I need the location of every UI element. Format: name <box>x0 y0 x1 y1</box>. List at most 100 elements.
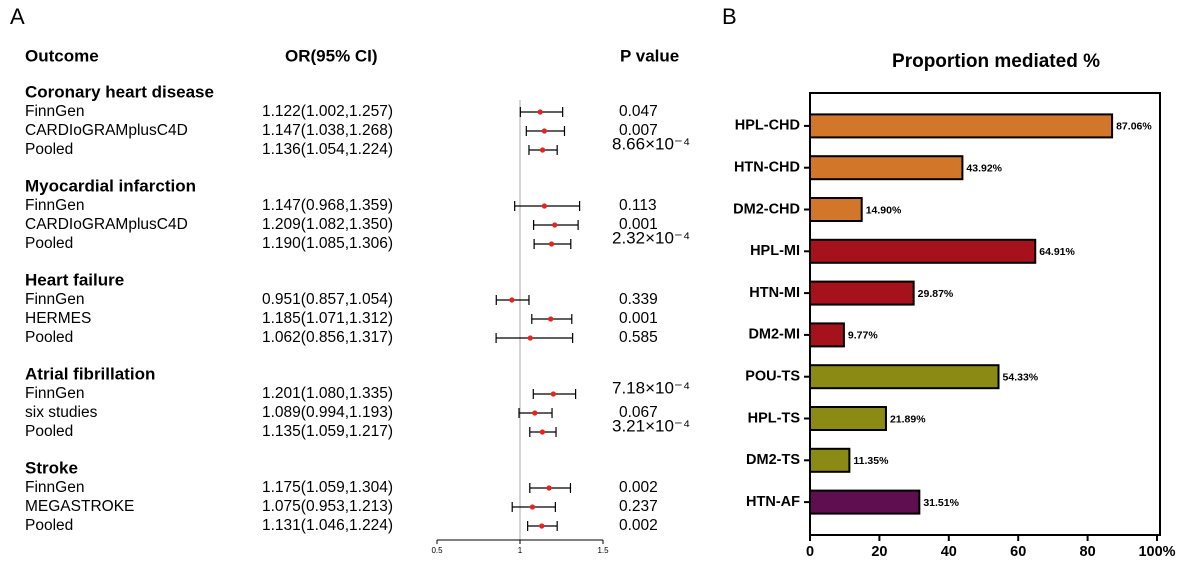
row-label: Pooled <box>25 423 73 440</box>
group-title: Atrial fibrillation <box>25 364 155 383</box>
x-tick-label: 60 <box>1010 544 1026 560</box>
point-estimate <box>552 222 558 228</box>
x-tick-label: 100% <box>1138 544 1175 560</box>
row-label: FinnGen <box>25 479 84 496</box>
x-tick-label: 40 <box>941 544 957 560</box>
estimate-label: 1.136(1.054,1.224) <box>262 141 393 158</box>
bar <box>809 364 1000 390</box>
value-label: 14.90% <box>866 204 902 216</box>
estimate-label: 0.951(0.857,1.054) <box>262 291 393 308</box>
point-estimate <box>548 241 555 247</box>
column-header: OR(95% CI) <box>285 46 378 65</box>
category-label: HPL-CHD <box>735 118 800 134</box>
p-value: 0.585 <box>619 329 658 346</box>
p-value: 0.047 <box>619 103 658 120</box>
estimate-label: 1.135(1.059,1.217) <box>262 423 393 440</box>
value-label: 54.33% <box>1003 371 1039 383</box>
point-estimate <box>539 523 545 529</box>
p-value: 0.001 <box>619 310 658 327</box>
point-estimate <box>537 109 543 115</box>
point-estimate <box>532 410 538 416</box>
bar <box>809 113 1114 139</box>
row-label: FinnGen <box>25 197 84 214</box>
row-label: HERMES <box>25 310 91 327</box>
point-estimate <box>548 316 554 322</box>
p-value: 0.113 <box>619 197 657 214</box>
category-label: DM2-TS <box>746 452 800 468</box>
point-estimate <box>546 485 552 491</box>
estimate-label: 1.175(1.059,1.304) <box>262 479 393 496</box>
point-estimate <box>529 504 536 510</box>
x-tick-label: 0.5 <box>431 546 443 555</box>
point-estimate <box>539 429 546 435</box>
p-value: 0.002 <box>619 517 658 534</box>
p-value: 0.002 <box>619 479 658 496</box>
category-label: DM2-CHD <box>733 201 800 217</box>
point-estimate <box>541 203 548 209</box>
point-estimate <box>527 335 533 341</box>
panel-label: A <box>10 4 25 29</box>
category-label: HTN-AF <box>746 494 800 510</box>
row-label: FinnGen <box>25 103 84 120</box>
category-label: HTN-CHD <box>734 160 800 176</box>
value-label: 9.77% <box>848 330 878 342</box>
bar <box>809 280 915 306</box>
bar <box>809 406 887 431</box>
p-value: 0.067 <box>619 404 658 421</box>
value-label: 31.51% <box>923 497 959 509</box>
bar <box>809 447 851 473</box>
row-label: six studies <box>25 404 98 421</box>
category-label: HPL-MI <box>750 243 800 259</box>
column-header: P value <box>620 46 679 65</box>
estimate-label: 1.089(0.994,1.193) <box>262 404 393 421</box>
p-value: 0.001 <box>619 216 658 233</box>
category-label: HTN-MI <box>749 285 800 301</box>
row-label: Pooled <box>25 141 73 158</box>
p-value: 7.18×10⁻⁴ <box>612 378 690 397</box>
bar <box>809 197 863 222</box>
row-label: Pooled <box>25 329 73 346</box>
panel-label: B <box>722 4 737 29</box>
group-title: Myocardial infarction <box>25 176 196 195</box>
p-value: 0.007 <box>619 122 658 139</box>
estimate-label: 1.147(0.968,1.359) <box>262 197 393 214</box>
p-value: 3.21×10⁻⁴ <box>612 416 690 435</box>
group-title: Stroke <box>25 458 78 477</box>
row-label: Pooled <box>25 235 73 252</box>
value-label: 87.06% <box>1116 121 1152 133</box>
estimate-label: 1.190(1.085,1.306) <box>262 235 393 252</box>
group-title: Coronary heart disease <box>25 82 214 101</box>
p-value: 2.32×10⁻⁴ <box>612 228 690 247</box>
estimate-label: 1.201(1.080,1.335) <box>262 385 393 402</box>
bar <box>809 238 1037 264</box>
row-label: FinnGen <box>25 291 84 308</box>
value-label: 64.91% <box>1039 246 1075 258</box>
row-label: MEGASTROKE <box>25 498 134 515</box>
value-label: 11.35% <box>853 455 889 467</box>
group-title: Heart failure <box>25 270 124 289</box>
point-estimate <box>509 297 515 303</box>
bar <box>809 322 845 348</box>
estimate-label: 1.062(0.856,1.317) <box>262 329 393 346</box>
category-label: DM2-MI <box>748 327 800 343</box>
x-tick-label: 20 <box>871 544 887 560</box>
estimate-label: 1.131(1.046,1.224) <box>262 517 393 534</box>
bar <box>809 155 964 181</box>
point-estimate <box>539 147 546 153</box>
estimate-label: 1.209(1.082,1.350) <box>262 216 393 233</box>
p-value: 0.237 <box>619 498 658 515</box>
x-tick-label: 1 <box>518 546 523 555</box>
point-estimate <box>550 391 556 397</box>
value-label: 43.92% <box>966 162 1002 174</box>
plot-frame <box>809 92 1161 536</box>
value-label: 21.89% <box>890 413 926 425</box>
category-label: POU-TS <box>745 369 800 385</box>
estimate-label: 1.147(1.038,1.268) <box>262 122 393 139</box>
row-label: CARDIoGRAMplusC4D <box>25 122 188 139</box>
x-tick-label: 1.5 <box>597 546 609 555</box>
estimate-label: 1.075(0.953,1.213) <box>262 498 393 515</box>
row-label: CARDIoGRAMplusC4D <box>25 216 188 233</box>
row-label: Pooled <box>25 517 73 534</box>
estimate-label: 1.122(1.002,1.257) <box>262 103 393 120</box>
